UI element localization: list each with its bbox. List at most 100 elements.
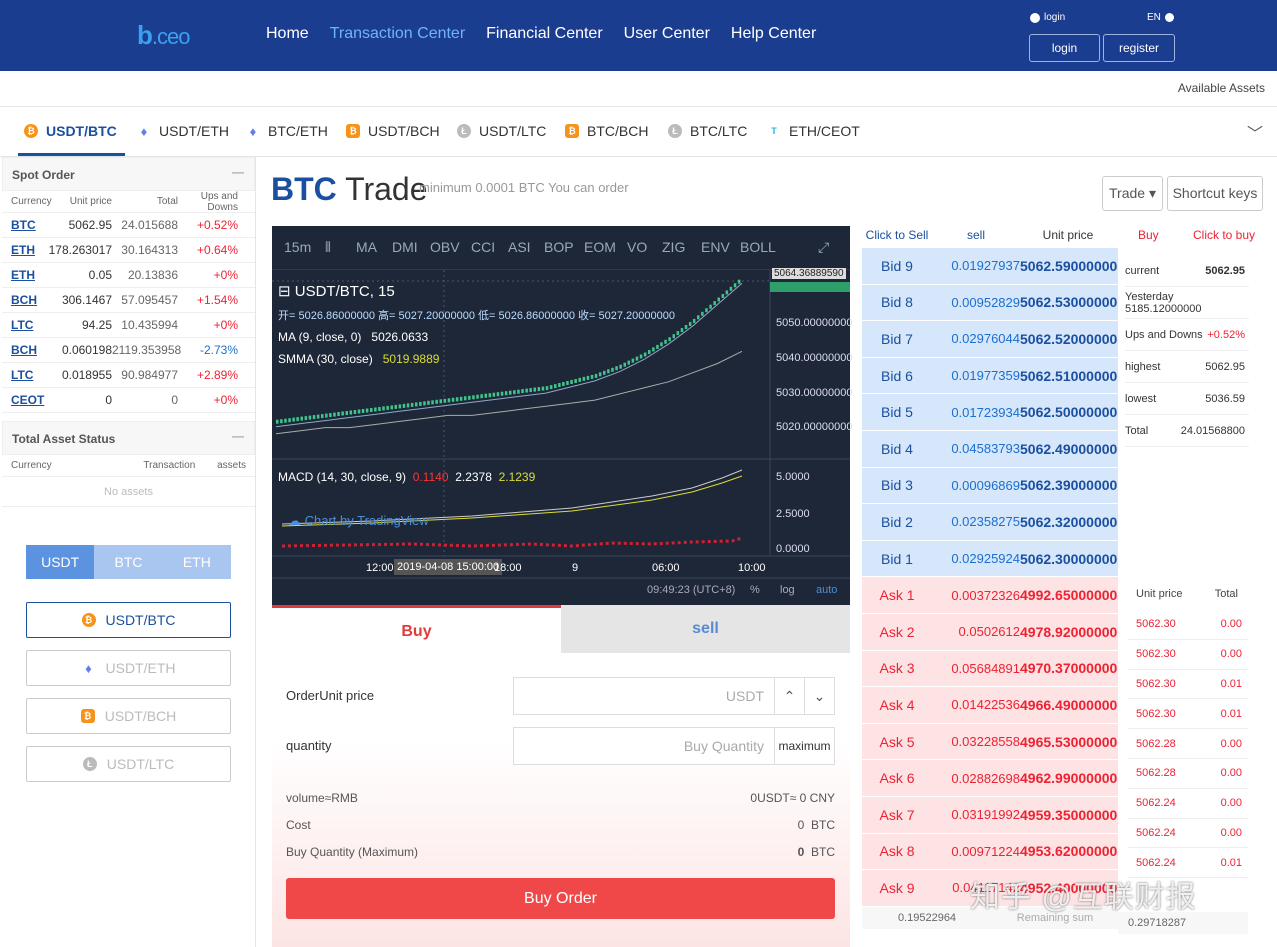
candle	[345, 411, 348, 415]
indicator-bop[interactable]: BOP	[544, 239, 574, 255]
indicator-ma[interactable]: MA	[356, 239, 377, 255]
login-status[interactable]: login	[1030, 12, 1065, 23]
table-row[interactable]: BTC 5062.95 24.015688 +0.52%	[2, 213, 255, 238]
bid-row[interactable]: Bid 2 0.02358275 5062.32000000	[862, 504, 1118, 541]
bid-row[interactable]: Bid 7 0.02976044 5062.52000000	[862, 321, 1118, 358]
ask-row[interactable]: Ask 8 0.00971224 4953.62000000	[862, 833, 1118, 871]
chart-toolbar: 15m ⫴ MA DMI OBV CCI ASI BOP EOM VO ZIG …	[272, 226, 850, 270]
market-tab-usdt[interactable]: USDT	[26, 545, 95, 579]
minimize-icon[interactable]: —	[232, 165, 244, 179]
nav-help-center[interactable]: Help Center	[730, 25, 817, 42]
currency-link[interactable]: ETH	[11, 268, 35, 282]
bid-row[interactable]: Bid 1 0.02925924 5062.30000000	[862, 540, 1118, 578]
table-row[interactable]: BCH 0.060198 2119.353958 -2.73%	[2, 338, 255, 363]
tab-sell[interactable]: sell	[561, 605, 850, 653]
tab-buy[interactable]: Buy	[272, 605, 561, 653]
market-tab-btc[interactable]: BTC	[94, 545, 163, 579]
currency-link[interactable]: LTC	[11, 318, 34, 332]
indicator-dmi[interactable]: DMI	[392, 239, 418, 255]
language-switch[interactable]: EN	[1147, 12, 1174, 23]
currency-link[interactable]: BCH	[11, 293, 37, 307]
ask-row[interactable]: Ask 3 0.05684891 4970.37000000	[862, 650, 1118, 688]
nav-financial-center[interactable]: Financial Center	[486, 25, 603, 42]
pair-tab-usdt-eth[interactable]: ♦ USDT/ETH	[137, 123, 229, 139]
nav-home[interactable]: Home	[266, 25, 309, 42]
amount: 0.02976044	[951, 331, 1020, 347]
indicator-cci[interactable]: CCI	[471, 239, 496, 255]
market-pair-usdt-ltc[interactable]: Ł USDT/LTC	[26, 746, 231, 782]
amount: 0.00971224	[951, 843, 1020, 859]
shortcut-keys-button[interactable]: Shortcut keys	[1167, 176, 1263, 211]
market-tab-eth[interactable]: ETH	[162, 545, 231, 579]
logo[interactable]: b.ceo	[137, 20, 190, 50]
nav-transaction-center[interactable]: Transaction Center	[329, 25, 466, 42]
available-assets-link[interactable]: Available Assets	[1177, 81, 1265, 95]
chevron-up-icon[interactable]: ⌃	[783, 688, 796, 704]
buy-order-button[interactable]: Buy Order	[286, 878, 835, 919]
pair-tab-usdt-bch[interactable]: ₿ USDT/BCH	[346, 123, 440, 139]
currency-link[interactable]: LTC	[11, 368, 34, 382]
currency-link[interactable]: BTC	[11, 218, 36, 232]
candle	[635, 356, 639, 361]
tradingview-watermark[interactable]: ☁ Chart by TradingView	[288, 513, 429, 528]
auto-toggle[interactable]: auto	[816, 584, 838, 596]
ask-row[interactable]: Ask 2 0.0502612 4978.92000000	[862, 613, 1118, 651]
ask-row[interactable]: Ask 4 0.01422536 4966.49000000	[862, 687, 1118, 724]
pair-tab-btc-bch[interactable]: ₿ BTC/BCH	[565, 123, 648, 139]
table-row[interactable]: CEOT 0 0 +0%	[2, 388, 255, 413]
pair-tab-btc-eth[interactable]: ♦ BTC/ETH	[246, 123, 328, 139]
quantity-input[interactable]: Buy Quantity maximum	[513, 727, 835, 765]
fullscreen-icon[interactable]: ⤢	[818, 239, 830, 255]
ask-row[interactable]: Ask 9 0.04117142 4952.40000000	[862, 870, 1118, 907]
price-chart[interactable]: 15m ⫴ MA DMI OBV CCI ASI BOP EOM VO ZIG …	[272, 226, 852, 605]
ask-row[interactable]: Ask 6 0.02882698 4962.99000000	[862, 760, 1118, 797]
log-toggle[interactable]: log	[780, 584, 795, 596]
indicator-zig[interactable]: ZIG	[662, 239, 686, 255]
maximum-button[interactable]: maximum	[778, 739, 831, 753]
bid-row[interactable]: Bid 6 0.01977359 5062.51000000	[862, 357, 1118, 395]
ask-row[interactable]: Ask 1 0.00372326 4992.65000000	[862, 577, 1118, 614]
trade-dropdown[interactable]: Trade ▾	[1102, 176, 1163, 211]
click-to-buy[interactable]: Click to buy	[1193, 228, 1256, 242]
pair-tab-usdt-ltc[interactable]: Ł USDT/LTC	[457, 123, 546, 139]
bid-row[interactable]: Bid 9 0.01927937 5062.59000000	[862, 248, 1118, 285]
chevron-down-icon[interactable]: ﹀	[1246, 126, 1263, 143]
indicator-obv[interactable]: OBV	[430, 239, 460, 255]
market-pair-usdt-eth[interactable]: ♦ USDT/ETH	[26, 650, 231, 686]
click-to-sell[interactable]: Click to Sell	[865, 228, 929, 242]
bid-row[interactable]: Bid 4 0.04583793 5062.49000000	[862, 430, 1118, 468]
indicator-env[interactable]: ENV	[701, 239, 730, 255]
login-button[interactable]: login	[1029, 34, 1100, 62]
bid-row[interactable]: Bid 5 0.01723934 5062.50000000	[862, 394, 1118, 431]
indicator-boll[interactable]: BOLL	[740, 239, 776, 255]
indicator-asi[interactable]: ASI	[508, 239, 531, 255]
register-button[interactable]: register	[1103, 34, 1175, 62]
minimize-icon[interactable]: —	[232, 429, 244, 443]
currency-link[interactable]: BCH	[11, 343, 37, 357]
indicator-vo[interactable]: VO	[627, 239, 648, 255]
indicator-eom[interactable]: EOM	[584, 239, 616, 255]
nav-user-center[interactable]: User Center	[623, 25, 710, 42]
table-row[interactable]: LTC 94.25 10.435994 +0%	[2, 313, 255, 338]
price-input[interactable]: USDT ⌃ ⌄	[513, 677, 835, 715]
pair-tab-eth-ceot[interactable]: T ETH/CEOT	[767, 123, 860, 139]
table-row[interactable]: ETH 0.05 20.13836 +0%	[2, 263, 255, 288]
table-row[interactable]: BCH 306.1467 57.095457 +1.54%	[2, 288, 255, 313]
market-pair-usdt-bch[interactable]: ₿ USDT/BCH	[26, 698, 231, 734]
ask-row[interactable]: Ask 7 0.03191992 4959.35000000	[862, 796, 1118, 834]
candle-type-icon[interactable]: ⫴	[325, 239, 331, 255]
bid-row[interactable]: Bid 3 0.00096869 5062.39000000	[862, 467, 1118, 505]
pair-tab-btc-ltc[interactable]: Ł BTC/LTC	[668, 123, 747, 139]
currency-link[interactable]: ETH	[11, 243, 35, 257]
market-pair-usdt-btc[interactable]: ₿ USDT/BTC	[26, 602, 231, 638]
bid-row[interactable]: Bid 8 0.00952829 5062.53000000	[862, 284, 1118, 322]
table-row[interactable]: LTC 0.018955 90.984977 +2.89%	[2, 363, 255, 388]
bitcoin-cash-icon: ₿	[346, 124, 360, 138]
table-row[interactable]: ETH 178.263017 30.164313 +0.64%	[2, 238, 255, 263]
chevron-down-icon[interactable]: ⌄	[804, 678, 834, 714]
ask-row[interactable]: Ask 5 0.03228558 4965.53000000	[862, 723, 1118, 761]
interval-15m[interactable]: 15m	[284, 239, 312, 255]
currency-link[interactable]: CEOT	[11, 393, 45, 407]
pair-tab-usdt-btc[interactable]: ₿ USDT/BTC	[24, 123, 117, 139]
percent-toggle[interactable]: %	[750, 584, 760, 596]
